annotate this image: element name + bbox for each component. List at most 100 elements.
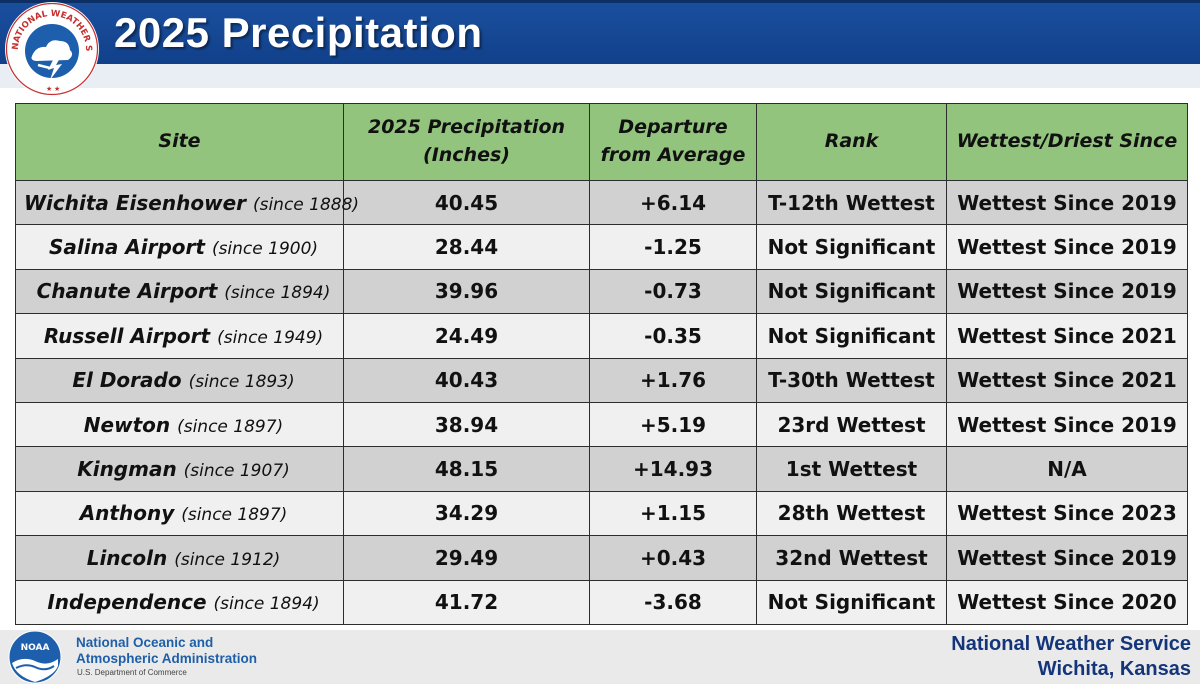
table-row: Newton (since 1897) 38.94 +5.19 23rd Wettes…	[15, 401, 1188, 448]
site-since: (since 1907)	[183, 461, 290, 482]
column-header-wettest-driest: Wettest/Driest Since	[946, 103, 1188, 181]
precipitation-cell: 29.49	[343, 535, 590, 581]
column-header-departure: Departure from Average	[589, 103, 757, 181]
departure-cell: +0.43	[589, 535, 757, 581]
site-name: El Dorado	[72, 368, 182, 393]
rank-cell: Not Significant	[756, 224, 947, 270]
departure-cell: +6.14	[589, 179, 757, 226]
rank-cell: 1st Wettest	[756, 446, 947, 492]
site-since: (since 1893)	[188, 372, 295, 393]
table-body: Wichita Eisenhower (since 1888) 40.45 +6.1…	[15, 179, 1188, 625]
site-name: Russell Airport	[43, 323, 211, 348]
departure-cell: +1.76	[589, 357, 757, 403]
office-name: National Weather Service Wichita, Kansas	[951, 633, 1191, 680]
wettest-since-cell: Wettest Since 2020	[946, 579, 1188, 625]
precipitation-cell: 40.45	[343, 179, 590, 226]
wettest-since-cell: Wettest Since 2019	[946, 268, 1188, 315]
rank-cell: 28th Wettest	[756, 490, 947, 537]
precipitation-cell: 40.43	[343, 357, 590, 403]
site-since: (since 1888)	[252, 194, 360, 215]
table-header-row: Site 2025 Precipitation (Inches) Departur…	[15, 103, 1188, 181]
site-since: (since 1897)	[181, 505, 288, 526]
site-cell: Wichita Eisenhower (since 1888)	[15, 179, 359, 226]
precipitation-cell: 24.49	[343, 313, 590, 359]
noaa-name: National Oceanic and Atmospheric Adminis…	[76, 635, 258, 666]
site-since: (since 1949)	[217, 327, 324, 348]
site-name: Salina Airport	[48, 235, 205, 260]
departure-cell: +14.93	[589, 446, 757, 492]
noaa-logo: NOAA	[8, 630, 62, 684]
site-cell: Independence (since 1894)	[15, 579, 344, 625]
departure-cell: -1.25	[589, 224, 757, 270]
wettest-since-cell: Wettest Since 2021	[946, 313, 1188, 359]
site-name: Newton	[83, 412, 171, 437]
table-row: Russell Airport (since 1949) 24.49 -0.35 No…	[15, 313, 1188, 359]
site-cell: Newton (since 1897)	[15, 401, 344, 448]
site-name: Anthony	[79, 501, 175, 526]
site-name: Kingman	[77, 457, 177, 482]
wettest-since-cell: Wettest Since 2019	[946, 224, 1188, 270]
precipitation-cell: 41.72	[343, 579, 590, 625]
wettest-since-cell: Wettest Since 2021	[946, 357, 1188, 403]
site-since: (since 1897)	[177, 416, 284, 437]
precipitation-cell: 34.29	[343, 490, 590, 537]
rank-cell: T-30th Wettest	[756, 357, 947, 403]
precipitation-cell: 39.96	[343, 268, 590, 315]
site-name: Lincoln	[86, 545, 168, 570]
site-since: (since 1894)	[224, 283, 331, 304]
site-since: (since 1900)	[211, 239, 319, 260]
departure-cell: -0.35	[589, 313, 757, 359]
column-header-rank: Rank	[756, 103, 947, 181]
rank-cell: 32nd Wettest	[756, 535, 947, 581]
wettest-since-cell: N/A	[946, 446, 1188, 492]
precipitation-cell: 28.44	[343, 224, 590, 270]
noaa-department: U.S. Department of Commerce	[77, 668, 187, 677]
site-since: (since 1912)	[174, 549, 281, 570]
site-name: Wichita Eisenhower	[24, 190, 246, 215]
site-name: Independence	[47, 590, 207, 615]
rank-cell: Not Significant	[756, 579, 947, 625]
precipitation-cell: 48.15	[343, 446, 590, 492]
table-row: Wichita Eisenhower (since 1888) 40.45 +6.1…	[15, 179, 1188, 226]
wettest-since-cell: Wettest Since 2019	[946, 179, 1188, 226]
table-row: Anthony (since 1897) 34.29 +1.15 28th Wette…	[15, 490, 1188, 537]
page-title: 2025 Precipitation	[114, 9, 483, 56]
wettest-since-cell: Wettest Since 2023	[946, 490, 1188, 537]
wettest-since-cell: Wettest Since 2019	[946, 401, 1188, 448]
rank-cell: Not Significant	[756, 268, 947, 315]
departure-cell: +5.19	[589, 401, 757, 448]
wettest-since-cell: Wettest Since 2019	[946, 535, 1188, 581]
site-cell: Kingman (since 1907)	[15, 446, 344, 492]
footer-bar	[0, 630, 1200, 684]
table-row: Lincoln (since 1912) 29.49 +0.43 32nd Wette…	[15, 535, 1188, 581]
precipitation-table: Site 2025 Precipitation (Inches) Departur…	[15, 103, 1188, 625]
table-row: El Dorado (since 1893) 40.43 +1.76 T-30th W…	[15, 357, 1188, 403]
header-bar: 2025 Precipitation	[0, 0, 1200, 64]
svg-text:★: ★	[46, 85, 52, 93]
site-cell: Anthony (since 1897)	[15, 490, 344, 537]
site-cell: Salina Airport (since 1900)	[15, 224, 344, 270]
departure-cell: -0.73	[589, 268, 757, 315]
table-row: Chanute Airport (since 1894) 39.96 -0.73 No…	[15, 268, 1188, 315]
site-cell: Russell Airport (since 1949)	[15, 313, 344, 359]
precipitation-cell: 38.94	[343, 401, 590, 448]
rank-cell: 23rd Wettest	[756, 401, 947, 448]
departure-cell: +1.15	[589, 490, 757, 537]
header-stripe	[0, 64, 1200, 88]
column-header-precipitation: 2025 Precipitation (Inches)	[343, 103, 590, 181]
column-header-site: Site	[15, 103, 344, 181]
site-name: Chanute Airport	[36, 279, 218, 304]
site-cell: El Dorado (since 1893)	[15, 357, 344, 403]
site-cell: Chanute Airport (since 1894)	[15, 268, 344, 315]
table-row: Salina Airport (since 1900) 28.44 -1.25 Not…	[15, 224, 1188, 270]
svg-text:★: ★	[54, 85, 60, 93]
departure-cell: -3.68	[589, 579, 757, 625]
rank-cell: T-12th Wettest	[756, 179, 947, 226]
rank-cell: Not Significant	[756, 313, 947, 359]
nws-logo: NATIONAL WEATHER SERVICE ★ ★	[2, 0, 99, 96]
site-cell: Lincoln (since 1912)	[15, 535, 344, 581]
table-row: Independence (since 1894) 41.72 -3.68 Not S…	[15, 579, 1188, 625]
site-since: (since 1894)	[213, 594, 320, 615]
noaa-logo-text: NOAA	[21, 643, 50, 653]
table-row: Kingman (since 1907) 48.15 +14.93 1st Wette…	[15, 446, 1188, 492]
